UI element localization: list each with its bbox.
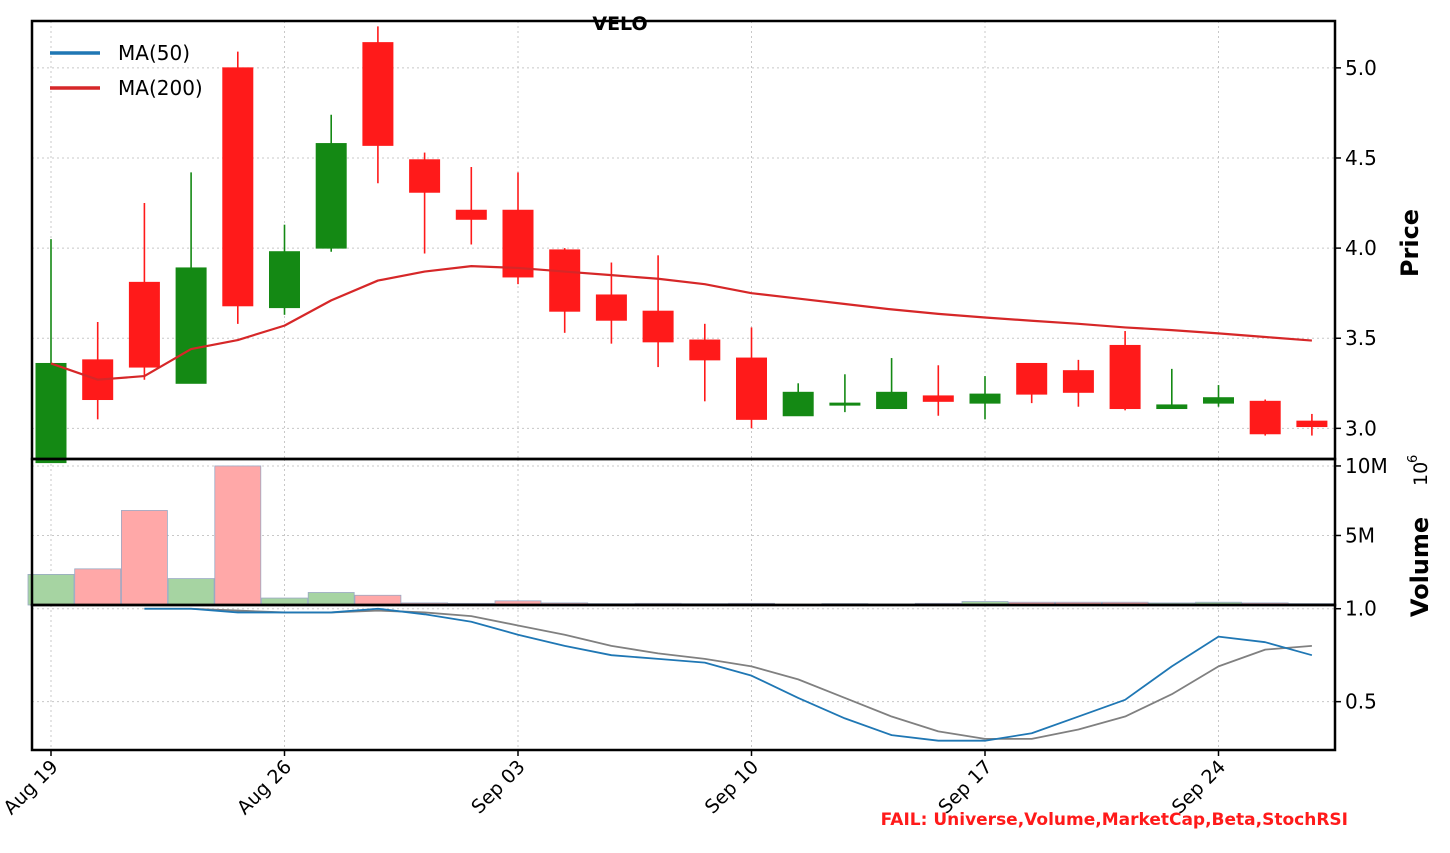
price-axis-label: Price (1396, 209, 1424, 277)
x-tick-label: Sep 24 (1168, 756, 1230, 818)
candle-body (222, 67, 254, 307)
stoch-tick-label: 1.0 (1345, 597, 1377, 621)
candle-body (1203, 397, 1234, 404)
volume-tick-label: 5M (1345, 523, 1375, 547)
volume-bar (214, 465, 262, 606)
x-tick-label: Sep 10 (701, 756, 763, 818)
x-tick-label: Sep 17 (934, 756, 996, 818)
tick-labels: Aug 19 Aug 26 Sep 03 Sep 10 Sep 17 Sep 24 3.0 3… (0, 56, 1388, 819)
volume-bar (354, 594, 402, 606)
candle-body (1062, 370, 1094, 393)
candle-body (642, 310, 674, 343)
fail-message: FAIL: Universe,Volume,MarketCap,Beta,Sto… (881, 810, 1348, 830)
candle-body (595, 294, 627, 321)
candle-body (969, 393, 1001, 404)
candle-body (829, 402, 861, 406)
volume-bars (27, 465, 1336, 606)
candle-body (1249, 400, 1281, 435)
x-tick-label: Aug 26 (233, 756, 296, 819)
stoch-lines (144, 607, 1313, 742)
candle-body (175, 267, 207, 384)
candle-body (922, 395, 954, 402)
legend-ma50-label: MA(50) (118, 41, 190, 65)
moving-averages (50, 265, 1312, 381)
candle-body (362, 42, 394, 146)
candle-body (689, 339, 721, 361)
candle-body (502, 209, 534, 278)
candle-body (1156, 404, 1188, 410)
stoch-k-line (144, 607, 1313, 742)
volume-tick-label: 10M (1345, 454, 1388, 478)
price-tick-label: 3.5 (1345, 326, 1377, 350)
chart-title: VELO (592, 13, 647, 35)
x-tick-label: Sep 03 (467, 756, 529, 818)
volume-axis-label: Volume (1406, 517, 1434, 617)
candle-body (1016, 362, 1048, 395)
volume-exponent-power: 6 (1406, 455, 1421, 463)
volume-bar (121, 510, 168, 606)
candle-body (1109, 344, 1141, 410)
candle-body (736, 357, 767, 420)
volume-bar (307, 592, 355, 606)
price-tick-label: 5.0 (1345, 56, 1377, 80)
x-tick-label: Aug 19 (0, 756, 63, 819)
candle-body (876, 391, 908, 410)
candle-body (128, 281, 160, 368)
candle-body (269, 251, 300, 309)
candle-body (35, 362, 67, 464)
price-tick-label: 3.0 (1345, 416, 1377, 440)
volume-exponent-base: 10 (1410, 462, 1432, 486)
stoch-panel-frame (30, 603, 1337, 752)
stoch-tick-label: 0.5 (1345, 690, 1377, 714)
candle-body (549, 249, 581, 312)
stoch-d-line (144, 607, 1312, 740)
candle-body (409, 159, 441, 193)
candle-body (782, 391, 814, 417)
legend: MA(50) MA(200) (50, 41, 203, 100)
ma200-line (50, 265, 1312, 381)
volume-bar (167, 578, 215, 606)
panel-frames (30, 19, 1337, 752)
candle-body (315, 143, 347, 249)
volume-exponent: 10 6 (1406, 455, 1432, 486)
candle-body (455, 209, 487, 220)
candles (35, 26, 1328, 464)
volume-bar (74, 568, 122, 606)
volume-bar (27, 574, 75, 606)
price-tick-label: 4.0 (1345, 236, 1377, 260)
legend-ma200-label: MA(200) (118, 76, 203, 100)
candle-body (1296, 420, 1328, 428)
price-tick-label: 4.5 (1345, 146, 1377, 170)
